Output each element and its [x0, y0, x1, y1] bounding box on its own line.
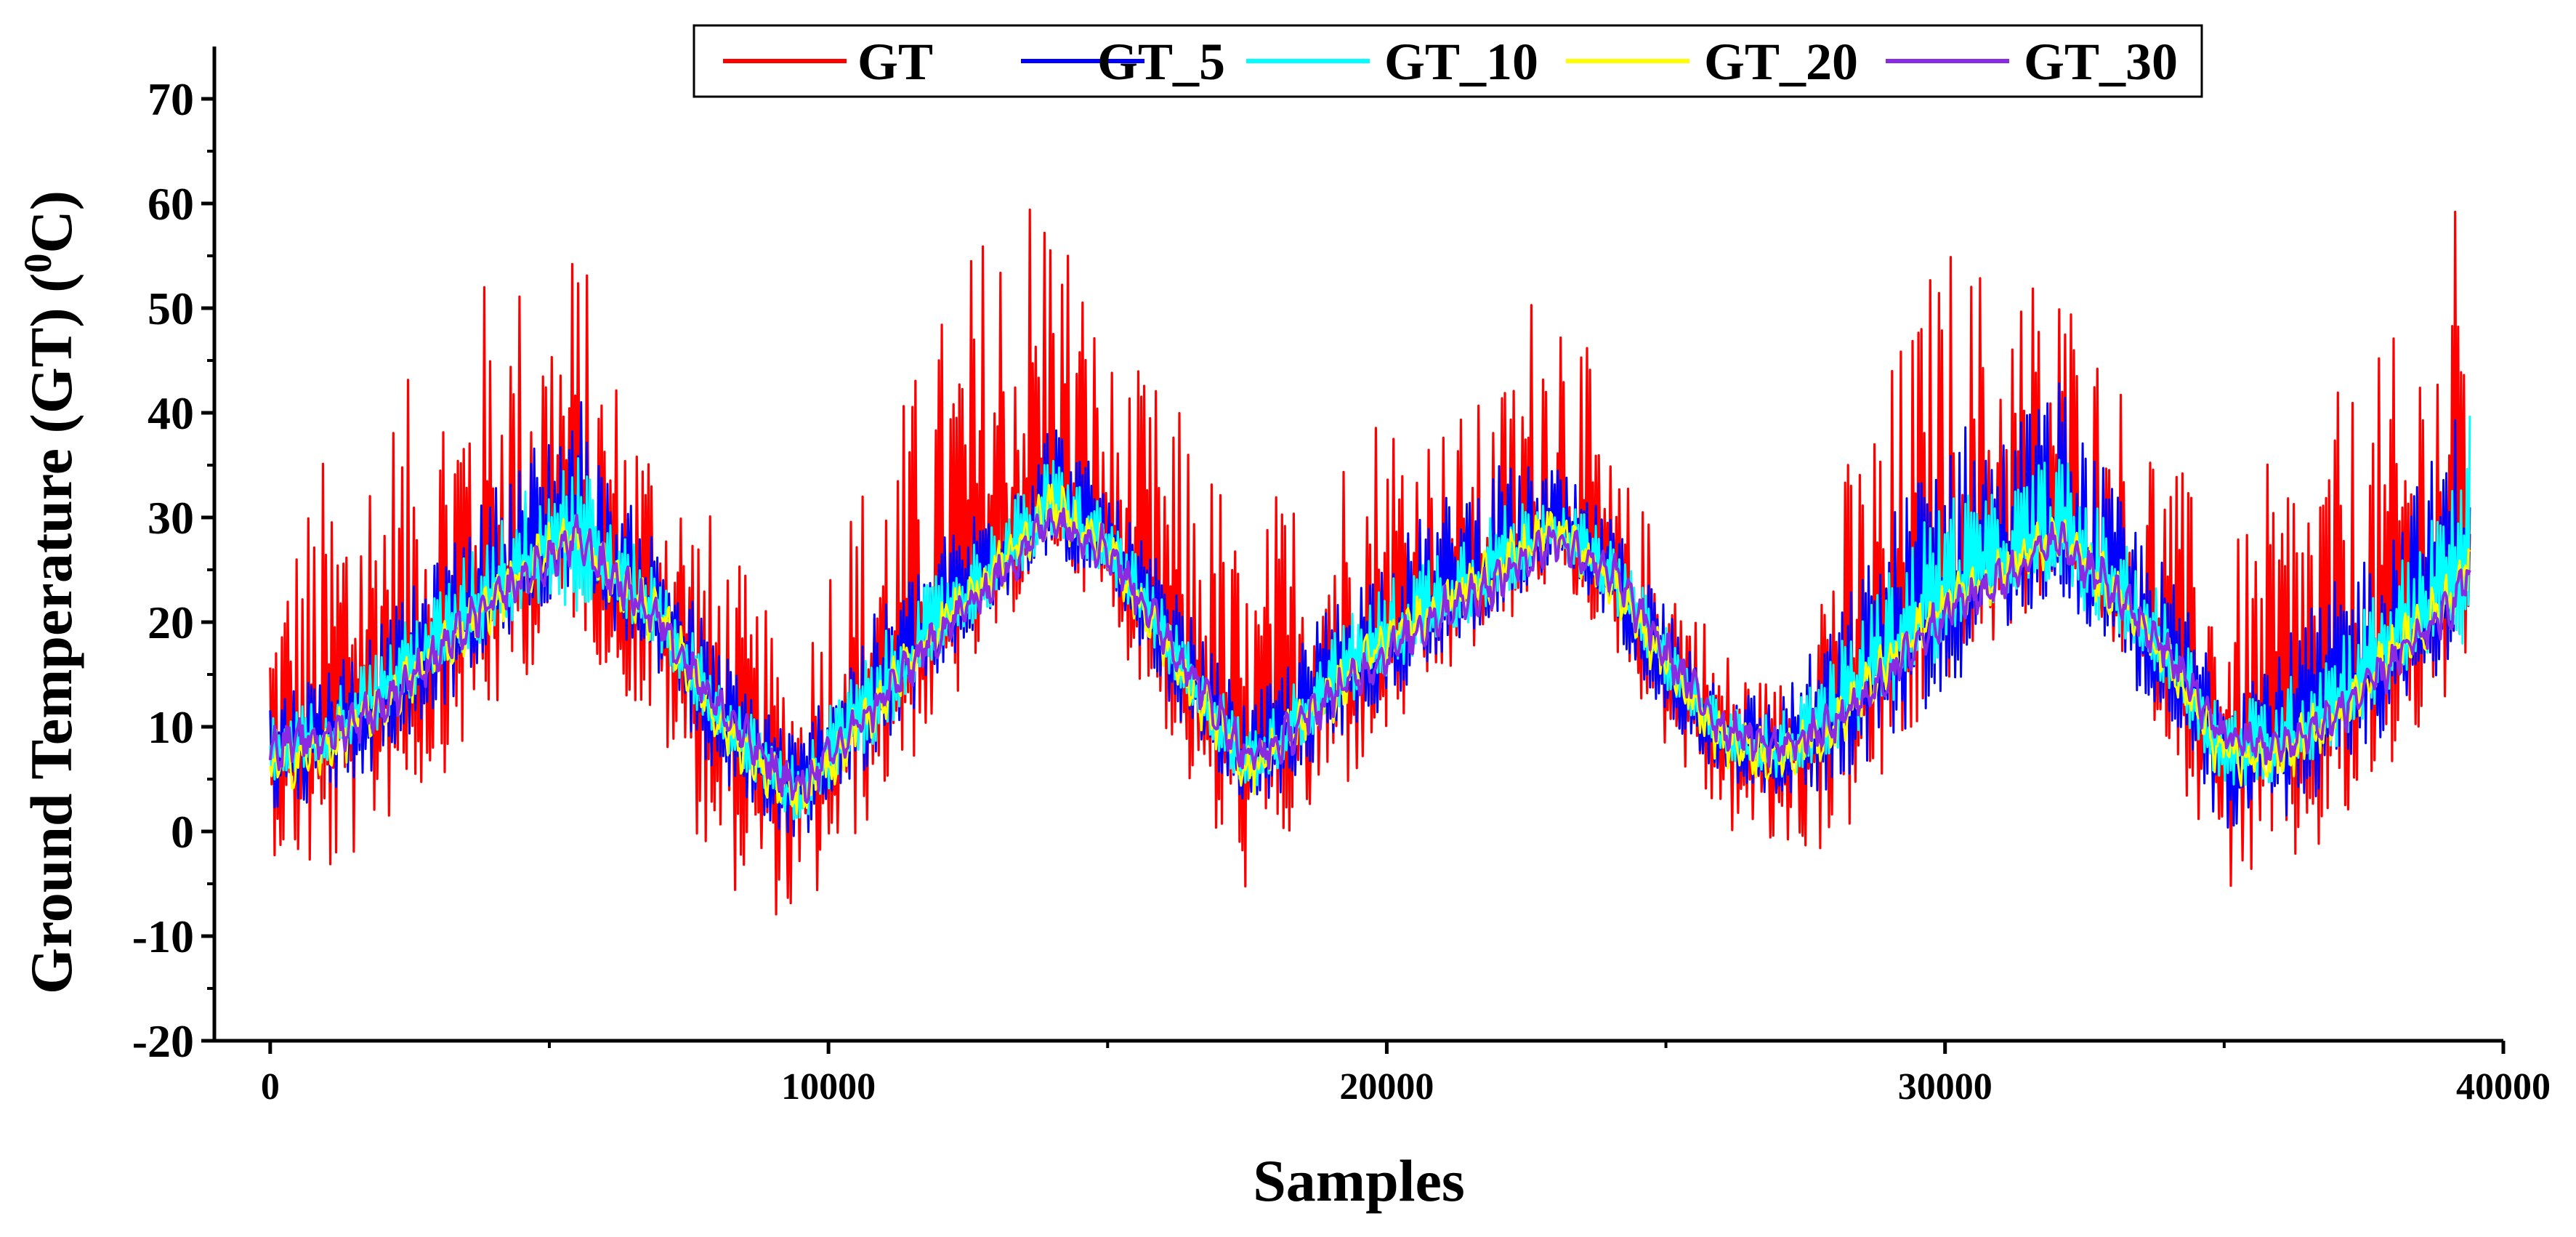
y-tick-label: 60 — [148, 178, 194, 230]
y-tick-label: 30 — [148, 492, 194, 544]
y-tick-label: 0 — [171, 806, 194, 858]
x-tick-label: 0 — [261, 1066, 280, 1108]
legend-label-gt-5: GT_5 — [1097, 33, 1225, 91]
y-axis-title-superscript: 0 — [16, 254, 60, 273]
y-tick-label: -10 — [132, 911, 194, 962]
legend-label-gt: GT — [857, 33, 933, 91]
y-tick-label: 50 — [148, 283, 194, 334]
x-axis-title: Samples — [1253, 1148, 1465, 1214]
legend-label-gt-20: GT_20 — [1704, 33, 1858, 91]
series-line-gt-30 — [268, 507, 2471, 804]
legend-label-gt-30: GT_30 — [2024, 33, 2178, 91]
axes: -20 -10 0 10 20 30 40 50 60 70 0 10000 20000 30000 400… — [132, 47, 2551, 1108]
y-tick-label: 70 — [148, 73, 194, 125]
legend: GT GT_5 GT_10 GT_20 GT_30 — [693, 24, 2203, 98]
x-tick-label: 20000 — [1339, 1066, 1434, 1108]
y-axis-title: Ground Temperature (GT) (0C) — [16, 190, 84, 994]
series-line-gt-10 — [269, 416, 2471, 821]
y-tick-label: 10 — [148, 701, 194, 753]
x-tick-label: 30000 — [1898, 1066, 1992, 1108]
plot-area — [268, 208, 2471, 916]
y-tick-label: 20 — [148, 597, 194, 648]
y-axis-title-end: C) — [18, 190, 84, 254]
legend-label-gt-10: GT_10 — [1384, 33, 1538, 91]
x-tick-label: 40000 — [2456, 1066, 2551, 1108]
x-tick-label: 10000 — [781, 1066, 876, 1108]
y-tick-label: 40 — [148, 387, 194, 439]
y-tick-label: -20 — [132, 1015, 194, 1067]
y-axis-title-main: Ground Temperature (GT) ( — [18, 273, 84, 994]
